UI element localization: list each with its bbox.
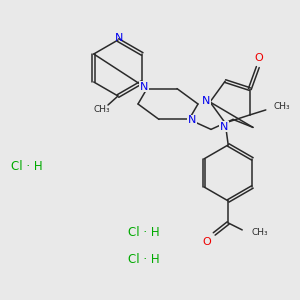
Text: Cl · H: Cl · H <box>128 226 160 239</box>
Text: Cl · H: Cl · H <box>11 160 43 173</box>
Text: N: N <box>202 96 210 106</box>
Text: N: N <box>188 116 196 125</box>
Text: CH₃: CH₃ <box>251 228 268 237</box>
Text: O: O <box>203 237 212 247</box>
Text: N: N <box>220 122 228 132</box>
Text: N: N <box>115 33 123 43</box>
Text: CH₃: CH₃ <box>274 102 290 111</box>
Text: N: N <box>140 82 148 92</box>
Text: Cl · H: Cl · H <box>128 253 160 266</box>
Text: CH₃: CH₃ <box>94 104 110 113</box>
Text: O: O <box>254 53 263 63</box>
